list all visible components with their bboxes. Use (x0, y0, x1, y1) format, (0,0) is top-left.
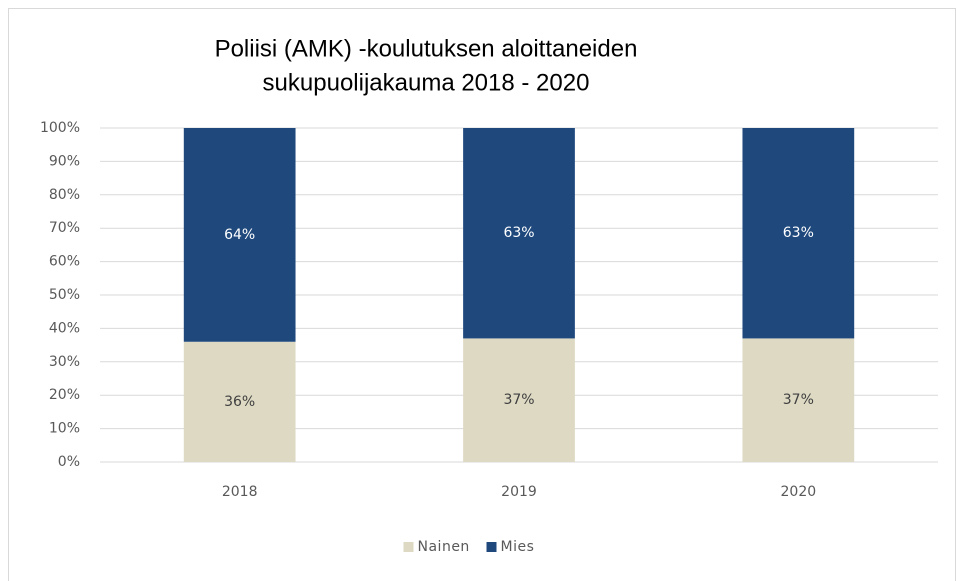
y-tick-label: 60% (49, 254, 80, 270)
legend-swatch (486, 542, 497, 552)
legend-label: Nainen (418, 539, 470, 555)
y-tick-label: 90% (49, 153, 80, 169)
y-tick-label: 100% (40, 120, 80, 136)
x-tick-label: 2020 (781, 484, 817, 500)
chart-title: Poliisi (AMK) -koulutuksen aloittaneiden (215, 35, 638, 62)
y-tick-label: 70% (49, 220, 80, 236)
bar-segment (183, 341, 296, 462)
bar-segment (742, 338, 855, 462)
y-tick-label: 40% (49, 320, 80, 336)
x-tick-label: 2018 (222, 484, 258, 500)
y-tick-label: 80% (49, 187, 80, 203)
bar-segment (183, 128, 296, 342)
data-label: 63% (783, 225, 814, 241)
data-label: 63% (503, 225, 534, 241)
y-tick-label: 50% (49, 287, 80, 303)
y-tick-label: 20% (49, 387, 80, 403)
data-label: 37% (783, 392, 814, 408)
legend-swatch (403, 542, 414, 552)
bar-segment (742, 128, 855, 339)
y-tick-label: 0% (58, 454, 80, 470)
chart-title: sukupuolijakauma 2018 - 2020 (263, 69, 590, 96)
data-label: 37% (503, 392, 534, 408)
data-label: 36% (224, 394, 255, 410)
bar-segment (463, 128, 575, 339)
y-tick-label: 10% (49, 421, 80, 437)
y-tick-label: 30% (49, 354, 80, 370)
legend-label: Mies (501, 539, 535, 555)
bar-segment (463, 338, 575, 462)
x-tick-label: 2019 (501, 484, 537, 500)
data-label: 64% (224, 227, 255, 243)
